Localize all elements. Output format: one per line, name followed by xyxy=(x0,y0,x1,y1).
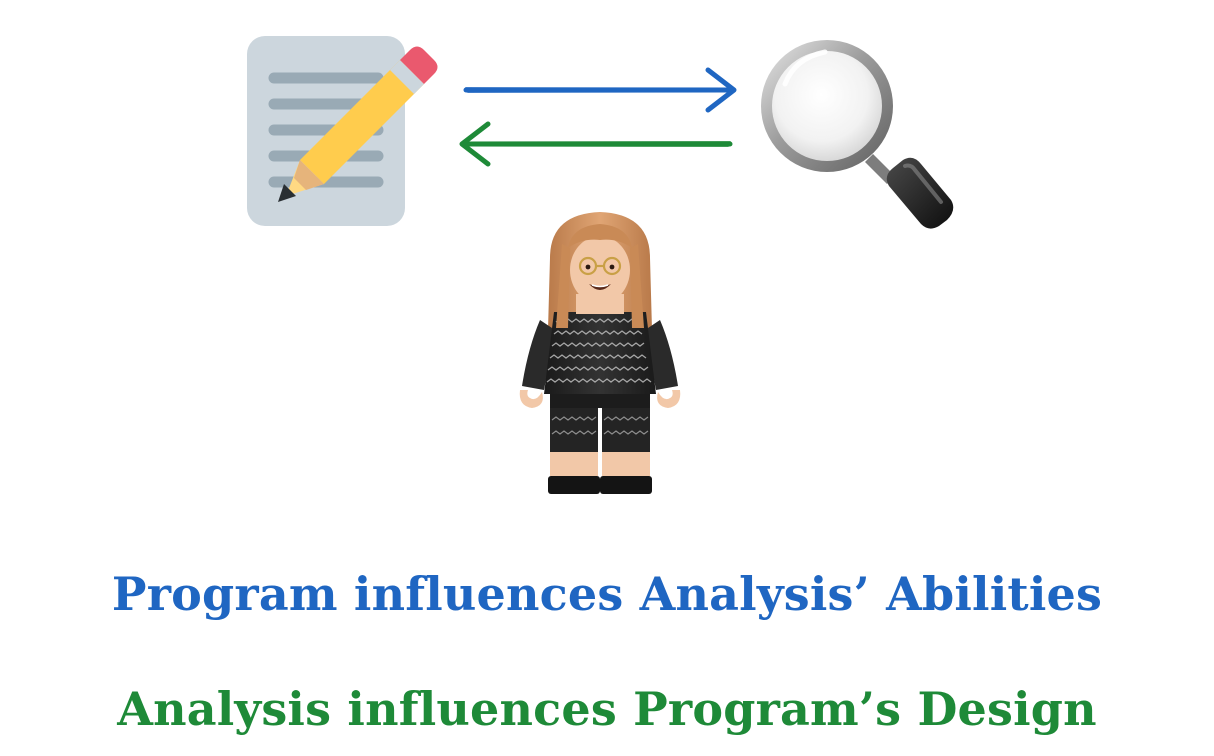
memo-pencil-icon xyxy=(247,36,438,226)
caption-analysis-influences-program: Analysis influences Program’s Design xyxy=(117,682,1097,736)
minifigure-person-icon xyxy=(519,212,681,494)
magnifying-glass-icon xyxy=(761,40,954,229)
caption-program-influences-analysis: Program influences Analysis’ Abilities xyxy=(111,567,1103,621)
forward-arrow xyxy=(463,67,737,113)
backward-arrow xyxy=(459,121,733,167)
